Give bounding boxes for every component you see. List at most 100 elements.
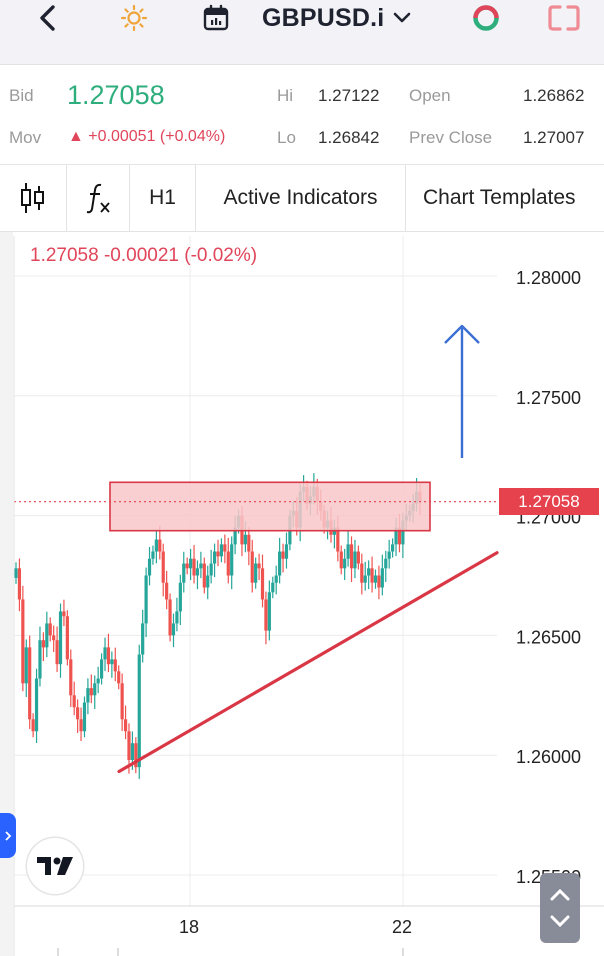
timeframe-button[interactable]: H1 [130,165,196,231]
y-tick-label: 1.26000 [516,747,581,767]
bid-value: 1.27058 [67,80,165,110]
candle-body [394,527,398,545]
account-chart-button[interactable] [468,0,504,36]
chart-type-button[interactable] [0,165,67,231]
chevron-right-icon [5,830,12,841]
candle-body [339,551,343,569]
candle-body [264,599,268,631]
chart-templates-label: Chart Templates [423,186,576,209]
candle-body [65,616,69,660]
candle-body [89,688,93,696]
active-indicators-button[interactable]: Active Indicators [196,165,406,231]
y-tick-label: 1.28000 [516,268,581,288]
symbol-selector[interactable]: GBPUSD.i [262,0,412,36]
candle-body [141,623,145,655]
back-button[interactable] [30,0,64,36]
side-panel-toggle[interactable] [0,813,16,858]
chevron-down-icon [394,12,411,23]
candle-body [76,707,80,720]
prev-close-label: Prev Close [409,128,493,147]
candle-body [219,544,224,557]
chart-toolbar: H1 Active Indicators Chart Templates [0,165,604,232]
chart-templates-button[interactable]: Chart Templates [406,165,604,231]
candle-body [106,647,111,665]
mov-value: ▲ +0.00051 (+0.04%) [68,128,226,145]
chart-left-edge [0,232,13,956]
candle-body [216,551,220,557]
function-fx-icon [86,183,110,214]
candle-body [230,544,234,576]
candle-body [212,551,217,564]
calendar-button[interactable] [199,0,233,36]
candle-body [373,575,378,583]
chevron-up-icon [550,888,570,901]
candle-body [82,702,87,732]
candle-body [363,575,367,583]
theme-toggle-button[interactable] [118,0,150,36]
candle-body [401,520,405,545]
candle-body [247,534,251,552]
hi-value: 1.27122 [318,86,380,105]
candle-body [346,544,350,559]
candle-body [397,527,402,545]
chevron-down-icon [550,915,570,928]
back-icon [40,5,55,31]
candle-body [278,551,282,576]
candle-body [38,640,42,679]
tradingview-logo[interactable] [27,838,83,894]
symbol-name: GBPUSD.i [262,3,385,32]
candle-body [120,683,124,720]
y-tick-label: 1.27500 [516,388,581,408]
candle-body [195,568,200,576]
candle-body [113,659,117,672]
resistance-zone [109,481,431,532]
lo-label: Lo [277,128,296,147]
candle-body [48,623,52,636]
candle-body [58,611,63,665]
candle-body [165,582,169,600]
lo-value: 1.26842 [318,128,380,147]
up-arrow [444,324,480,458]
candle-body [360,563,364,583]
candle-body [254,563,258,583]
candle-body [185,563,189,569]
candle-body [189,558,193,569]
candle-body [171,623,176,636]
scroll-toggle-button[interactable] [540,873,580,943]
fullscreen-button[interactable] [544,0,584,36]
candle-body [377,575,381,588]
candle-body [226,551,230,576]
candle-body [134,743,138,768]
indicators-button[interactable] [67,165,130,231]
candle-body [158,539,162,552]
candle-body [117,671,121,684]
candle-body [206,575,210,588]
candle-body [284,544,289,559]
candle-body [127,731,131,760]
candle-body [281,551,285,559]
time-axis [13,236,604,956]
price-axis: 1.280001.275001.270001.265001.260001.255… [516,268,581,887]
candle-body [41,640,45,648]
candle-body [86,688,90,703]
y-tick-label: 1.26500 [516,627,581,647]
candle-body [384,558,388,569]
candle-body [154,539,158,552]
candle-body [137,654,141,768]
candle-body [144,575,148,624]
candle-body [267,592,271,631]
candle-body [349,544,354,569]
candle-body [45,623,49,648]
price-chart[interactable]: 1.280001.275001.270001.265001.260001.255… [0,232,604,956]
candle-body [202,563,206,588]
candle-body [130,743,135,760]
candle-body [110,659,114,665]
candle-body [257,563,261,569]
candle-body [243,534,247,545]
candle-body [370,568,374,583]
calendar-icon [203,4,229,31]
candle-body [151,551,155,559]
candle-body [161,551,165,583]
candle-body [14,568,18,578]
candle-body [168,599,172,636]
